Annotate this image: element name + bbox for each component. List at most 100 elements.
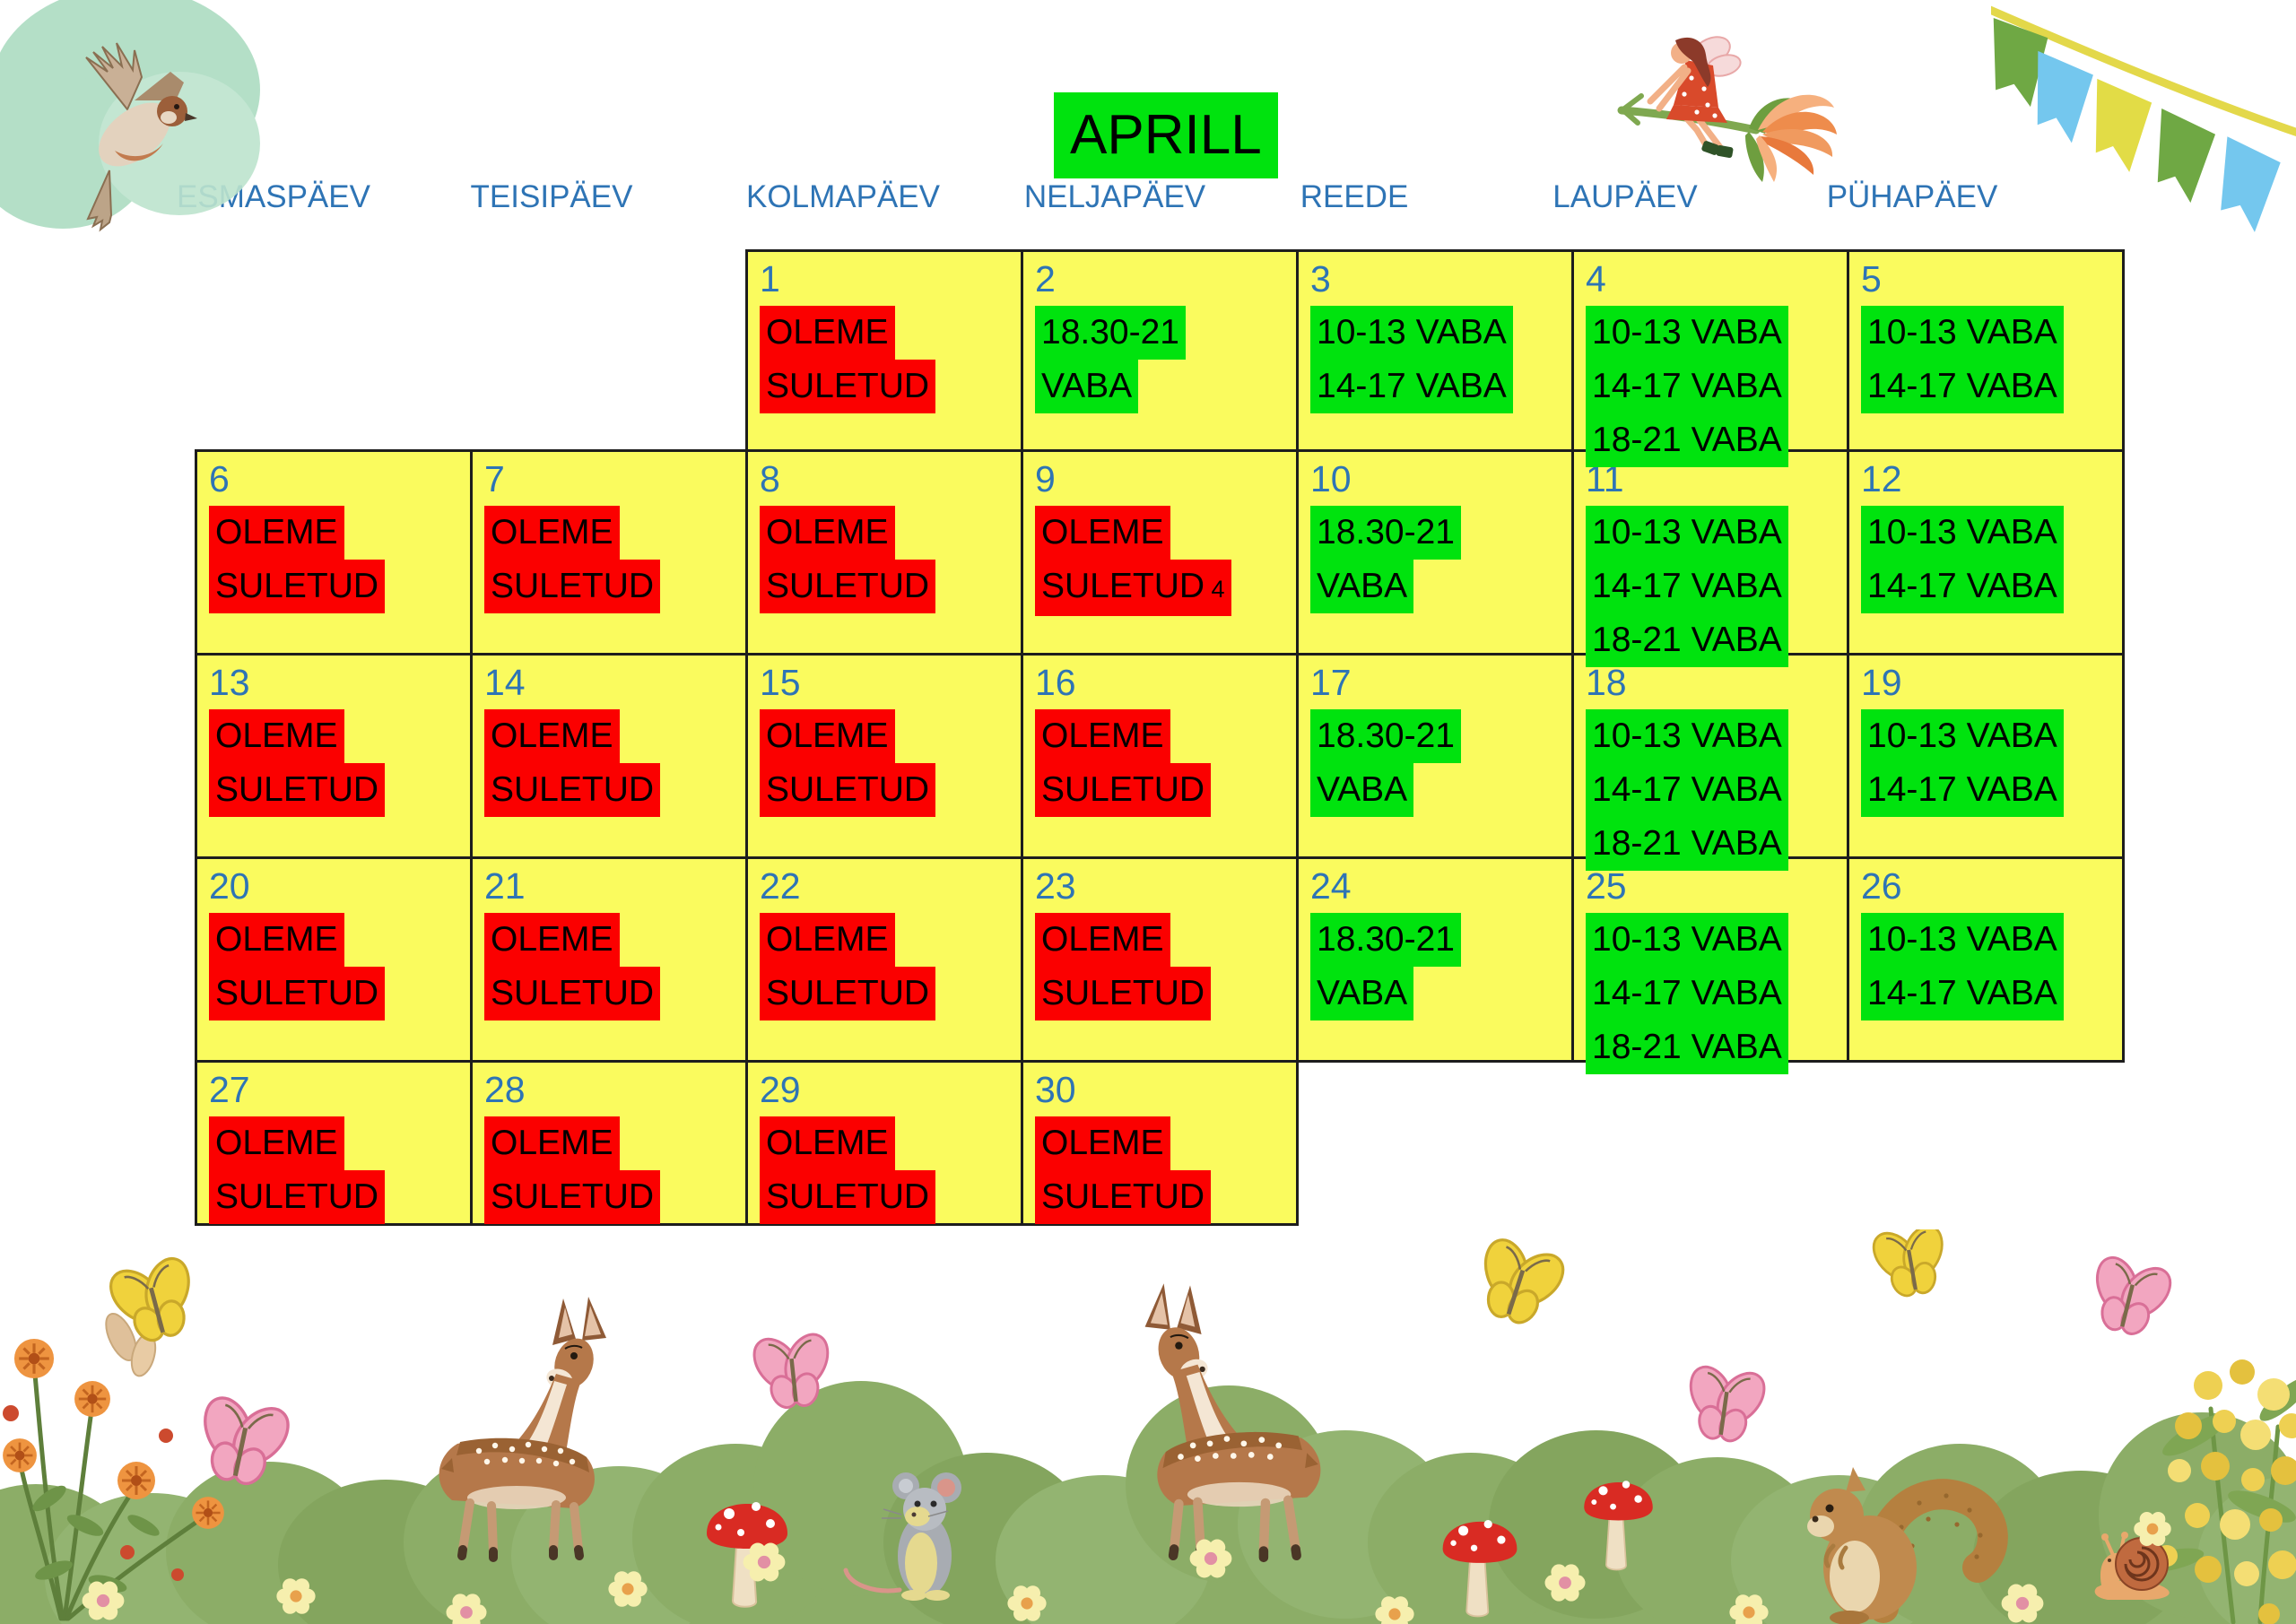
free-time-label: 14-17 VABA: [1586, 967, 1788, 1020]
pennant-flags: [1993, 17, 2281, 232]
day-number: 20: [209, 865, 250, 907]
flower-broom-head: [1745, 94, 1837, 182]
free-time-label: VABA: [1310, 763, 1414, 817]
day-cell-9: 9 OLEME SULETUD 4: [1021, 449, 1299, 656]
closed-label: OLEME: [760, 709, 895, 763]
closed-label: OLEME: [760, 913, 895, 967]
day-cell-25: 25 10-13 VABA 14-17 VABA 18-21 VABA: [1571, 856, 1849, 1074]
closed-label: SULETUD: [760, 360, 936, 413]
closed-label: OLEME: [760, 506, 895, 560]
day-cell-21: 21 OLEME SULETUD: [470, 856, 748, 1063]
free-time-label: 10-13 VABA: [1861, 709, 2064, 763]
free-time-label: 18-21 VABA: [1586, 613, 1788, 667]
day-cell-6: 6 OLEME SULETUD: [195, 449, 473, 656]
free-time-label: 14-17 VABA: [1861, 360, 2064, 413]
day-number: 15: [760, 662, 801, 703]
closed-label: OLEME: [484, 709, 620, 763]
closed-label: SULETUD: [484, 967, 661, 1020]
closed-label: OLEME: [1035, 506, 1170, 560]
day-cell-20: 20 OLEME SULETUD: [195, 856, 473, 1063]
weekday-saturday: LAUPÄEV: [1552, 179, 1698, 214]
day-number: 8: [760, 458, 780, 499]
closed-label: OLEME: [209, 506, 344, 560]
free-time-label: 10-13 VABA: [1861, 306, 2064, 360]
free-time-label: 10-13 VABA: [1861, 913, 2064, 967]
butterfly-yellow: [1459, 1229, 1578, 1338]
day-number: 26: [1861, 865, 1902, 907]
day-cell-5: 5 10-13 VABA 14-17 VABA: [1847, 249, 2125, 452]
closed-label: OLEME: [209, 709, 344, 763]
free-time-label: 14-17 VABA: [1586, 763, 1788, 817]
free-time-label: 14-17 VABA: [1861, 967, 2064, 1020]
closed-label: SULETUD: [209, 967, 386, 1020]
free-time-label: 18-21 VABA: [1586, 817, 1788, 871]
day-number: 13: [209, 662, 250, 703]
day-number: 22: [760, 865, 801, 907]
day-number: 30: [1035, 1069, 1076, 1110]
free-time-label: 10-13 VABA: [1586, 506, 1788, 560]
weekday-sunday: PÜHAPÄEV: [1826, 179, 1998, 214]
day-cell-28: 28 OLEME SULETUD: [470, 1060, 748, 1226]
day-cell-13: 13 OLEME SULETUD: [195, 653, 473, 859]
closed-label: SULETUD: [484, 1170, 661, 1224]
closed-label: OLEME: [484, 506, 620, 560]
day-cell-10: 10 18.30-21 VABA: [1296, 449, 1574, 656]
snail: [2094, 1532, 2170, 1600]
day-number: 1: [760, 258, 780, 300]
meadow-scene: [0, 1229, 2296, 1624]
day-number: 23: [1035, 865, 1076, 907]
free-time-label: 18.30-21: [1310, 913, 1461, 967]
sparrow-icon: [85, 42, 197, 232]
weekday-tuesday: TEISIPÄEV: [470, 179, 633, 214]
day-number: 29: [760, 1069, 801, 1110]
butterfly-pink: [2075, 1245, 2184, 1346]
day-number: 5: [1861, 258, 1882, 300]
butterfly-yellow: [1862, 1229, 1959, 1305]
small-note: 4: [1205, 576, 1225, 603]
closed-label: SULETUD: [1035, 967, 1212, 1020]
closed-label: SULETUD: [1035, 763, 1212, 817]
free-time-label: 18.30-21: [1035, 306, 1186, 360]
closed-label: OLEME: [760, 1116, 895, 1170]
closed-label: SULETUD: [484, 560, 661, 613]
day-cell-24: 24 18.30-21 VABA: [1296, 856, 1574, 1063]
day-cell-26: 26 10-13 VABA 14-17 VABA: [1847, 856, 2125, 1063]
day-number: 6: [209, 458, 230, 499]
weekday-friday: REEDE: [1300, 179, 1409, 214]
closed-label: OLEME: [484, 913, 620, 967]
weekday-thursday: NELJAPÄEV: [1023, 179, 1206, 214]
day-cell-23: 23 OLEME SULETUD: [1021, 856, 1299, 1063]
day-number: 4: [1586, 258, 1606, 300]
day-cell-2: 2 18.30-21 VABA: [1021, 249, 1299, 452]
day-cell-30: 30 OLEME SULETUD: [1021, 1060, 1299, 1226]
closed-label: OLEME: [1035, 913, 1170, 967]
free-time-label: 10-13 VABA: [1586, 709, 1788, 763]
day-number: 14: [484, 662, 526, 703]
day-cell-14: 14 OLEME SULETUD: [470, 653, 748, 859]
free-time-label: 10-13 VABA: [1586, 306, 1788, 360]
day-number: 17: [1310, 662, 1352, 703]
page-title: APRILL: [1054, 92, 1278, 178]
day-number: 24: [1310, 865, 1352, 907]
day-cell-27: 27 OLEME SULETUD: [195, 1060, 473, 1226]
day-number: 19: [1861, 662, 1902, 703]
watercolor-bird-decoration: [0, 0, 260, 232]
closed-label: OLEME: [209, 913, 344, 967]
closed-label: SULETUD: [760, 967, 936, 1020]
closed-label: OLEME: [484, 1116, 620, 1170]
day-cell-1: 1 OLEME SULETUD: [745, 249, 1023, 452]
butterfly-pink: [1674, 1356, 1777, 1449]
day-number: 25: [1586, 865, 1627, 907]
day-number: 7: [484, 458, 505, 499]
day-cell-18: 18 10-13 VABA 14-17 VABA 18-21 VABA: [1571, 653, 1849, 871]
closed-label: SULETUD: [209, 763, 386, 817]
closed-label: SULETUD: [760, 763, 936, 817]
free-time-label: 14-17 VABA: [1861, 560, 2064, 613]
day-number: 21: [484, 865, 526, 907]
day-cell-29: 29 OLEME SULETUD: [745, 1060, 1023, 1226]
closed-label: SULETUD: [209, 560, 386, 613]
day-number: 10: [1310, 458, 1352, 499]
free-time-label: 14-17 VABA: [1586, 360, 1788, 413]
day-cell-22: 22 OLEME SULETUD: [745, 856, 1023, 1063]
